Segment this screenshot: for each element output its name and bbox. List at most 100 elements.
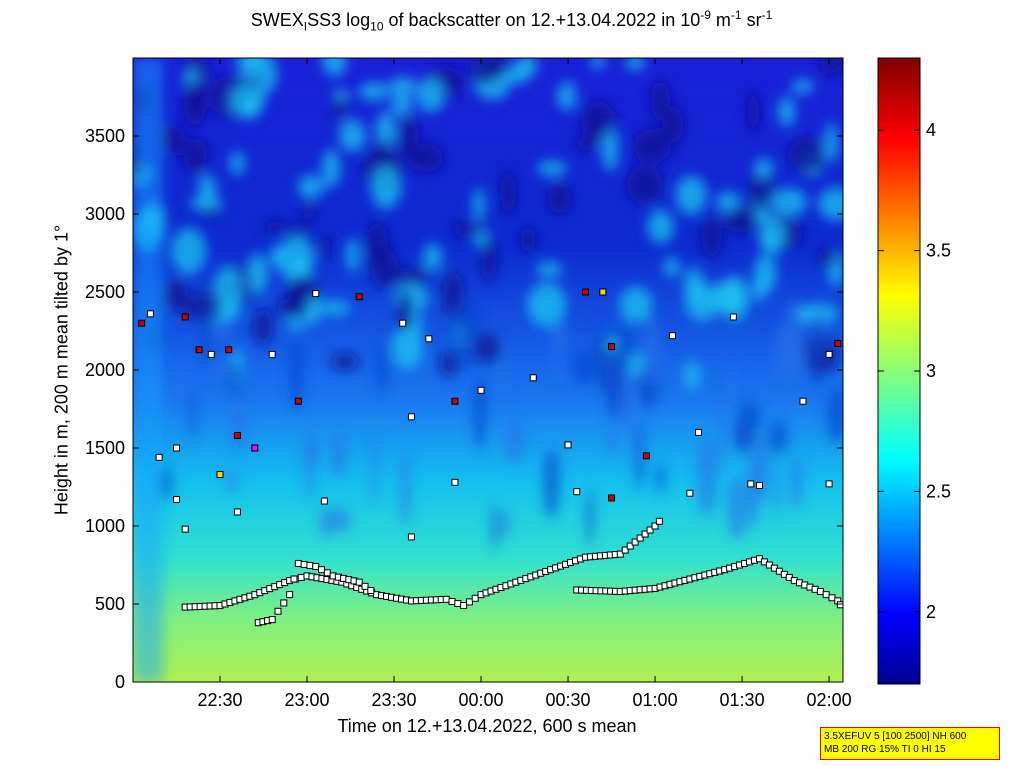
heatmap-streak [733,419,748,452]
scatter-point [564,441,572,449]
track-marker [621,546,629,554]
heatmap-streak [826,387,843,443]
heatmap-streak [289,338,303,412]
heatmap-blob [398,115,419,161]
track-marker [616,550,624,558]
scatter-point [312,290,320,298]
heatmap-blob [818,187,843,221]
heatmap-blob [252,308,274,346]
heatmap-blob [684,283,720,321]
heatmap-blob [754,253,777,293]
scatter-point [581,288,589,296]
heatmap-streak [371,432,378,506]
heatmap-blob [163,279,189,312]
heatmap-blob [319,237,332,258]
heatmap-blob [198,174,217,201]
colorbar-tick-label: 3 [926,361,936,381]
heatmap-blob [701,217,722,259]
heatmap-streak [718,393,727,467]
heatmap-streak [211,356,223,380]
scatter-point [642,452,650,460]
scatter-point [755,481,763,489]
scatter-point [608,343,616,351]
heatmap-blob [269,244,286,269]
scatter-point [173,495,181,503]
scatter-point [173,444,181,452]
heatmap-blob [229,151,246,176]
scatter-point [399,319,407,327]
heatmap-blob [235,58,265,66]
heatmap-blob [229,82,265,119]
x-tick-label: 01:30 [720,690,765,710]
heatmap-blob [591,58,604,70]
heatmap-blob [319,300,351,316]
track-marker [828,594,836,602]
track-marker [442,595,450,603]
heatmap-streak [554,316,562,386]
heatmap-blob [759,215,787,256]
scatter-point [668,332,676,340]
heatmap-blob [820,58,836,78]
heatmap-streak [470,297,480,367]
track-marker [822,591,830,599]
heatmap-blob [754,157,774,179]
scatter-point [695,428,703,436]
track-marker [290,575,298,583]
track-marker [297,573,305,581]
heatmap-blob [213,266,243,314]
heatmap-blob [370,165,402,209]
scatter-point [138,319,146,327]
y-tick-label: 3000 [85,204,125,224]
scatter-point [195,346,203,354]
heatmap-blob [302,204,316,221]
y-tick-label: 1000 [85,516,125,536]
heatmap-area [133,58,843,682]
heatmap-blob [647,209,675,244]
heatmap-blob [183,137,208,174]
heatmap-streak [605,350,625,419]
heatmap-blob [575,136,598,152]
heatmap-blob [778,96,796,127]
heatmap-streak [542,448,561,519]
heatmap-blob [423,243,443,272]
scatter-point [686,489,694,497]
heatmap-blob [470,58,499,87]
y-tick-label: 500 [95,594,125,614]
heatmap-blob [625,58,645,71]
heatmap-streak [727,474,747,541]
heatmap-streak [655,464,666,493]
track-marker [636,534,644,542]
x-tick-label: 23:30 [372,690,417,710]
track-marker [651,522,659,530]
heatmap-blob [619,286,653,324]
heatmap-streak [499,511,510,538]
heatmap-blob [277,235,315,283]
heatmap-blob [408,143,444,173]
scatter-point [799,397,807,405]
layer-tracks [181,517,843,627]
heatmap-streak [230,399,247,451]
scatter-point [451,397,459,405]
y-tick-label: 1500 [85,438,125,458]
heatmap-streak [331,429,347,479]
heatmap-blob [500,170,516,216]
track-marker [471,594,479,602]
settings-info-box: 3.5XEFUV 5 [100 2500] NH 600 MB 200 RG 1… [820,727,1000,760]
track-marker [454,599,462,607]
track-marker [646,526,654,534]
heatmap-streak [491,503,498,552]
y-tick-label: 0 [115,672,125,692]
heatmap-blob [747,90,760,133]
heatmap-streak [305,420,315,500]
scatter-point [355,293,363,301]
heatmap-streak [211,322,231,344]
scatter-point [225,346,233,354]
heatmap-blob [580,101,616,139]
heatmap-blob [835,58,843,73]
heatmap-blob [723,206,759,234]
track-marker [361,582,369,590]
heatmap-streak [697,439,718,517]
scatter-point [825,350,833,358]
heatmap-blob [557,81,577,111]
